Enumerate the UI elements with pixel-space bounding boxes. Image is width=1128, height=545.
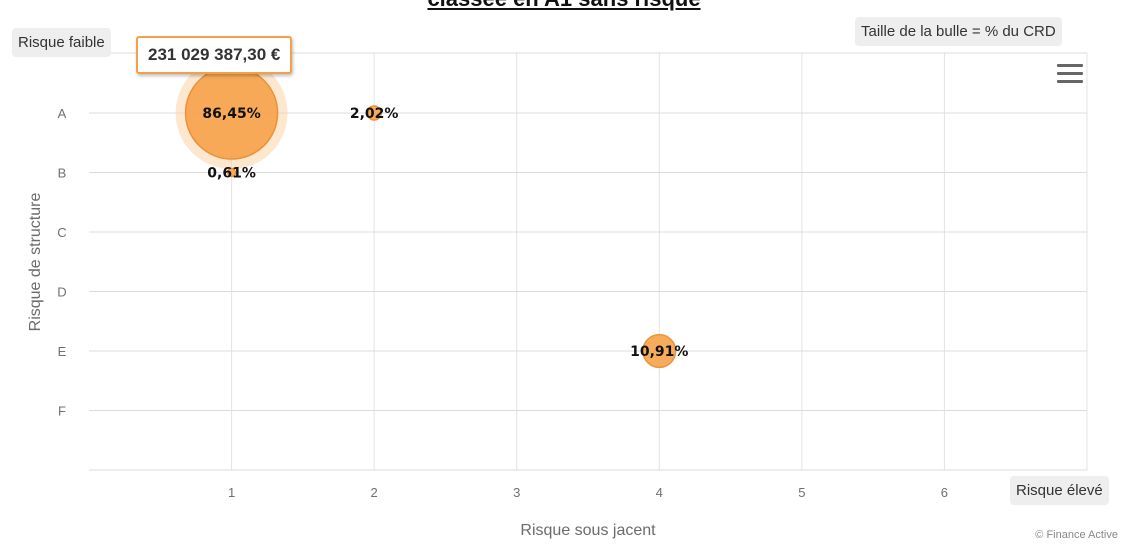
chart-title: classée en A1 sans risque — [0, 0, 1128, 10]
low-risk-label: Risque faible — [12, 28, 111, 57]
grid — [89, 52, 1088, 471]
y-tick-label: C — [57, 225, 66, 240]
bubble-data-label: 10,91% — [630, 344, 688, 360]
x-tick-label: 4 — [656, 485, 663, 500]
bubble — [366, 105, 382, 121]
credits-link[interactable]: © Finance Active — [1035, 529, 1118, 541]
x-axis-title: Risque sous jacent — [520, 522, 656, 539]
bubble-data-label: 86,45% — [202, 106, 260, 122]
bubble — [226, 167, 237, 178]
y-tick-label: B — [58, 166, 67, 181]
high-risk-label: Risque élevé — [1010, 476, 1109, 505]
x-tick-label: 3 — [513, 485, 520, 500]
x-tick-label: 2 — [371, 485, 378, 500]
y-tick-label: E — [58, 344, 67, 359]
bubbles — [175, 57, 677, 369]
y-tick-label: D — [57, 285, 66, 300]
x-tick-label: 5 — [798, 485, 805, 500]
y-axis-title: Risque de structure — [27, 193, 44, 332]
bubble-size-legend: Taille de la bulle = % du CRD — [855, 17, 1062, 46]
tooltip: 231 029 387,30 € — [136, 36, 293, 74]
bubble-labels: 86,45% 2,02% 0,61% 10,91% — [202, 106, 688, 360]
tick-labels: 1 2 3 4 5 6 A B C D E F — [57, 106, 948, 500]
tooltip-value: 231 029 387,30 € — [148, 45, 281, 64]
bubble-data-label: 2,02% — [350, 106, 399, 122]
y-tick-label: A — [58, 106, 67, 121]
y-tick-label: F — [58, 404, 66, 419]
x-tick-label: 6 — [941, 485, 948, 500]
bubble-data-label: 0,61% — [207, 166, 256, 182]
bubble — [642, 333, 677, 369]
hamburger-menu-icon[interactable] — [1057, 64, 1083, 84]
x-tick-label: 1 — [228, 485, 235, 500]
